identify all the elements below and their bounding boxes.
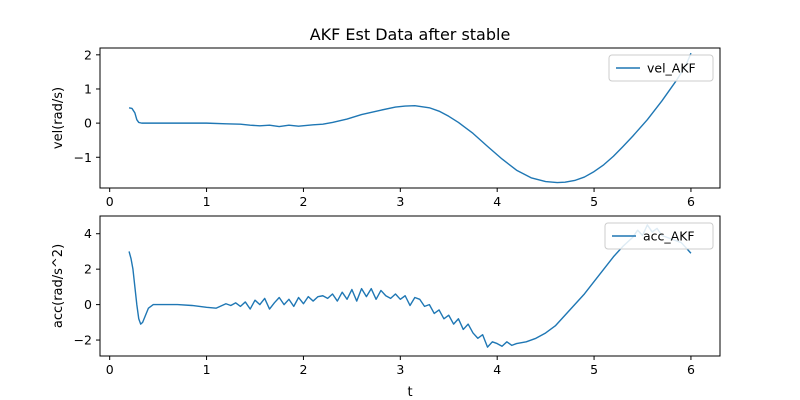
y-tick-label: 2 [84, 47, 92, 62]
y-tick-label: 2 [84, 262, 92, 277]
legend-label: vel_AKF [647, 61, 696, 76]
x-tick-label: 4 [493, 362, 501, 377]
x-axis-label: t [407, 385, 412, 400]
x-tick-label: 3 [396, 362, 404, 377]
legend-label: acc_AKF [643, 229, 695, 244]
y-tick-label: −2 [74, 333, 92, 348]
y-tick-label: 4 [84, 226, 92, 241]
series-line-acc_AKF [128, 224, 692, 348]
acceleration-panel: 0 1 2 3 4 5 6 4 2 0 −2 acc(rad/s^2) acc_AKF [51, 215, 721, 377]
velocity-panel: 0 1 2 3 4 5 6 2 1 0 −1 vel(rad/s) vel_AKF [51, 47, 721, 209]
y-axis-label: acc(rad/s^2) [51, 244, 66, 328]
legend-box [608, 54, 714, 82]
axes-frame [99, 47, 721, 189]
x-tick-label: 5 [590, 194, 598, 209]
x-tick-label: 3 [396, 194, 404, 209]
x-tick-label: 0 [106, 362, 114, 377]
x-tick-label: 2 [299, 194, 307, 209]
chart-title: AKF Est Data after stable [310, 25, 511, 44]
x-tick-label: 1 [203, 194, 211, 209]
y-axis-label: vel(rad/s) [51, 87, 66, 149]
x-tick-label: 1 [203, 362, 211, 377]
legend-box [604, 222, 714, 250]
axes-frame [99, 215, 721, 357]
x-tick-label: 0 [106, 194, 114, 209]
y-tick-label: −1 [74, 150, 92, 165]
x-tick-label: 2 [299, 362, 307, 377]
x-tick-label: 5 [590, 362, 598, 377]
x-tick-label: 6 [687, 362, 695, 377]
y-tick-label: 1 [84, 81, 92, 96]
x-tick-label: 4 [493, 194, 501, 209]
series-line-vel_AKF [128, 52, 692, 184]
y-tick-label: 0 [84, 116, 92, 131]
x-tick-label: 6 [687, 194, 695, 209]
y-tick-label: 0 [84, 297, 92, 312]
